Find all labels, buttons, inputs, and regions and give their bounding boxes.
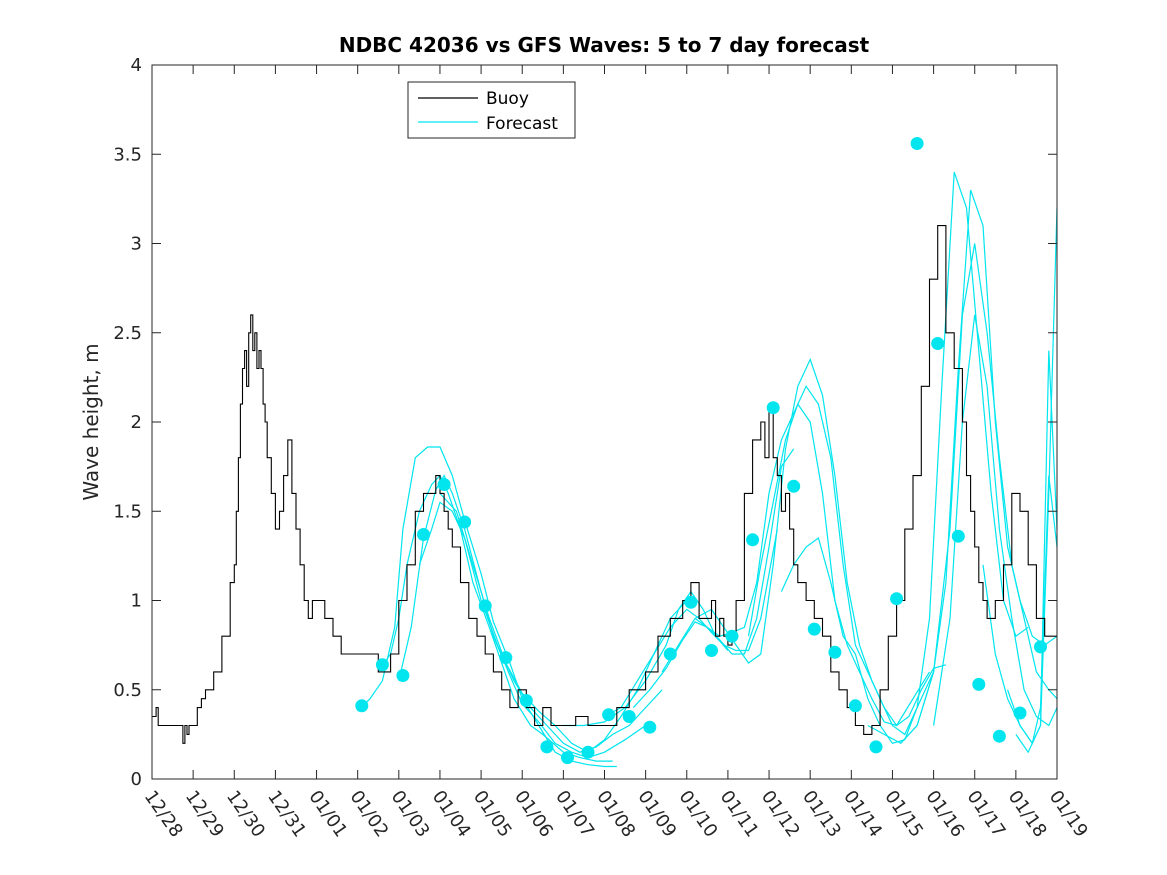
forecast-point-9 [540,740,554,754]
forecast-point-8 [519,694,533,707]
forecast-point-17 [705,644,718,657]
forecast-point-23 [828,645,842,659]
axes-background [152,65,1057,779]
forecast-line-7 [632,448,795,709]
legend-forecast-label: Forecast [486,114,558,134]
chart-title: NDBC 42036 vs GFS Waves: 5 to 7 day fore… [339,33,870,57]
forecast-point-4 [437,478,451,491]
forecast-point-27 [910,137,924,150]
forecast-point-5 [458,515,472,529]
forecast-point-0 [355,699,369,713]
forecast-line-16 [1007,475,1058,745]
forecast-point-20 [766,401,780,415]
forecast-point-16 [684,595,698,609]
forecast-point-24 [848,699,862,713]
buoy-line [152,225,1057,744]
forecast-point-31 [992,729,1006,743]
forecast-point-11 [581,745,595,759]
forecast-line-10 [747,402,947,727]
y-tick-label: 2 [131,412,142,433]
forecast-point-15 [663,647,677,661]
forecast-point-18 [725,629,739,643]
legend-buoy-label: Buoy [486,89,529,109]
forecast-point-30 [972,677,986,691]
forecast-point-14 [643,720,657,734]
forecast-point-6 [478,599,492,613]
y-axis-label: Wave height, m [79,343,103,500]
forecast-point-21 [787,479,801,493]
y-tick-label: 1 [131,591,142,612]
forecast-point-13 [622,710,636,723]
legend: Buoy Forecast [407,81,576,139]
y-tick-label: 2.5 [113,323,142,344]
forecast-point-2 [396,669,410,682]
forecast-point-33 [1034,640,1047,654]
forecast-point-10 [561,751,574,765]
forecast-point-22 [807,622,821,636]
forecast-line-13 [900,243,1058,744]
forecast-point-1 [375,658,389,672]
y-tick-label: 3 [131,234,142,255]
y-tick-label: 4 [131,55,142,76]
forecast-point-3 [417,528,430,541]
forecast-point-12 [602,708,616,722]
y-tick-labels: 0 0.5 1 1.5 2 2.5 3 3.5 4 [113,55,142,790]
forecast-point-28 [931,337,945,350]
legend-box [407,81,576,139]
y-tick-label: 0 [131,769,142,790]
forecast-line-17 [1015,207,1058,754]
y-tick-label: 1.5 [113,501,142,522]
forecast-point-26 [890,592,904,606]
forecast-point-32 [1013,706,1027,720]
forecast-point-29 [951,529,965,543]
forecast-point-7 [499,651,513,665]
forecast-point-25 [869,740,883,754]
axis-ticks [151,64,1058,780]
forecast-point-19 [746,533,760,547]
y-tick-label: 0.5 [113,680,142,701]
plot-data [152,137,1058,768]
y-tick-label: 3.5 [113,144,142,165]
